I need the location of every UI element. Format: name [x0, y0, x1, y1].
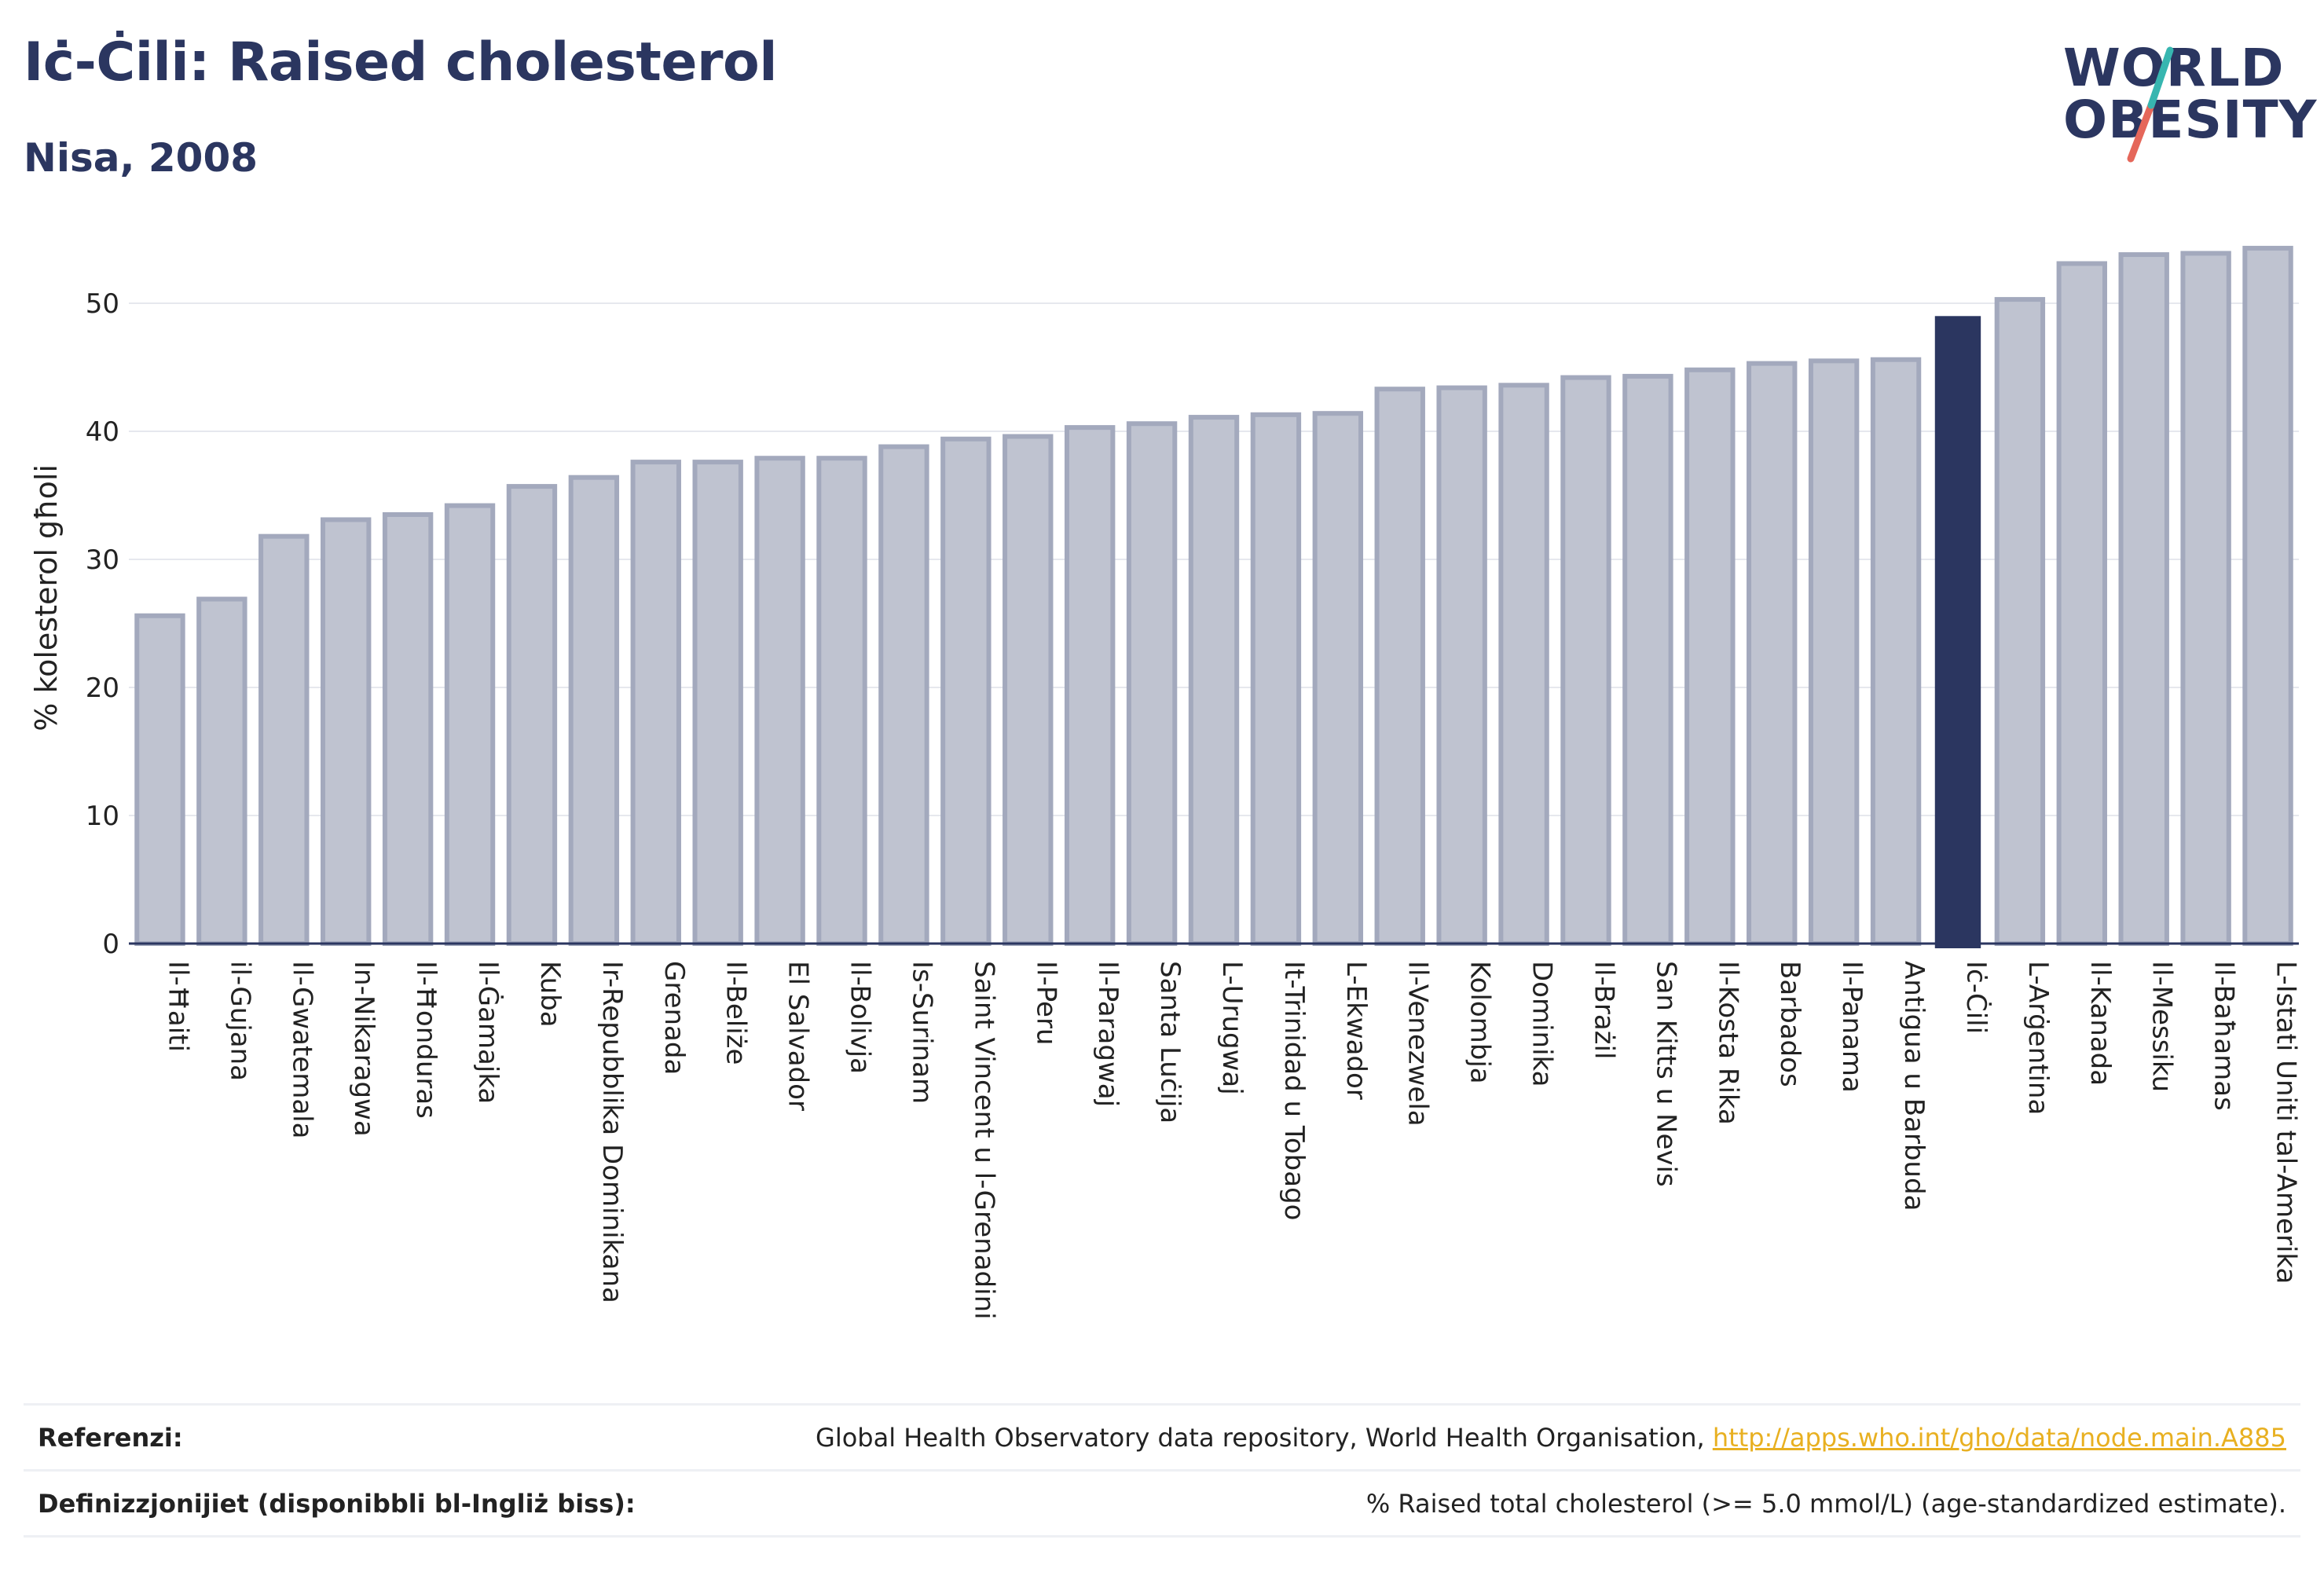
- definitions-label: Definizzjonijiet (disponibbli bl-Ingliż …: [38, 1489, 636, 1519]
- bar: [196, 596, 247, 947]
- y-tick-label: 0: [102, 929, 119, 960]
- y-tick-label: 40: [86, 416, 119, 448]
- bar: [630, 460, 681, 946]
- bar: [506, 484, 558, 946]
- references-link[interactable]: http://apps.who.int/gho/data/node.main.A…: [1712, 1423, 2286, 1453]
- bar: [1747, 361, 1798, 947]
- y-tick-label: 10: [86, 801, 119, 832]
- bar: [1250, 412, 1302, 946]
- bar: [1934, 316, 1981, 948]
- references-label: Referenzi:: [38, 1423, 183, 1453]
- x-tick-label: Iċ-Ċili: [1960, 961, 1992, 1034]
- x-tick-label: Il-Baħamas: [2209, 961, 2240, 1111]
- footer-divider: [24, 1535, 2300, 1538]
- bar: [568, 475, 620, 946]
- bar: [2180, 251, 2231, 947]
- x-tick-label: Il-Messiku: [2146, 961, 2178, 1092]
- bar: [1870, 357, 1922, 947]
- x-tick-label: Il-Panama: [1836, 961, 1868, 1093]
- bar: [1312, 411, 1364, 946]
- bar: [2242, 245, 2293, 947]
- x-tick-label: San Kitts u Nevis: [1650, 961, 1681, 1187]
- x-tick-label: Il-Ġamajka: [472, 961, 504, 1104]
- x-tick-label: Il-Bolivja: [845, 961, 876, 1074]
- logo-text-line2: OBESITY: [2063, 90, 2318, 150]
- x-tick-label: Il-Kosta Rika: [1712, 961, 1743, 1125]
- definitions-value: % Raised total cholesterol (>= 5.0 mmol/…: [1365, 1489, 2286, 1519]
- x-tick-label: Is-Surinam: [906, 961, 937, 1104]
- bar-chart: 0 10 20 30 40 50 % kolesterol għoli Il-Ħaiti il-…: [29, 245, 2302, 1320]
- bar: [2118, 252, 2169, 946]
- x-tick-label: Il-Ħonduras: [410, 961, 442, 1119]
- x-tick-label: Ir-Repubblika Dominikana: [596, 961, 628, 1303]
- bar: [134, 613, 185, 946]
- x-tick-label: Il-Venezwela: [1402, 961, 1434, 1127]
- x-tick-label: Il-Paragwaj: [1092, 961, 1124, 1107]
- bar: [1560, 375, 1611, 947]
- y-tick-label: 50: [86, 288, 119, 320]
- x-tick-label: L-Arġentina: [2022, 961, 2054, 1115]
- x-tick-label: L-Ekwador: [1340, 961, 1372, 1100]
- bar: [1498, 383, 1549, 946]
- bar: [1126, 421, 1178, 947]
- bar: [1622, 373, 1673, 947]
- x-tick-label: Kuba: [534, 961, 566, 1028]
- x-tick-label: Kolombja: [1464, 961, 1496, 1084]
- x-tick-label: Il-Brażil: [1588, 961, 1619, 1059]
- bar: [878, 444, 929, 946]
- x-tick-label: L-Urugwaj: [1216, 961, 1248, 1095]
- bar: [1188, 415, 1240, 946]
- bar: [1374, 387, 1425, 946]
- bar: [940, 436, 992, 946]
- y-axis-label: % kolesterol għoli: [29, 464, 64, 731]
- bar: [1003, 434, 1054, 946]
- x-tick-label: Saint Vincent u l-Grenadini: [968, 961, 999, 1320]
- bar: [321, 517, 372, 947]
- x-tick-label: Santa Luċija: [1154, 961, 1186, 1123]
- x-tick-label: Il-Peru: [1030, 961, 1061, 1045]
- bar: [258, 533, 310, 947]
- y-tick-label: 20: [86, 673, 119, 704]
- x-tick-label: In-Nikaragwa: [348, 961, 379, 1137]
- x-tick-label: Il-Beliże: [720, 961, 752, 1065]
- x-tick-label: Il-Gwatemala: [286, 961, 317, 1138]
- x-tick-label: Il-Ħaiti: [162, 961, 193, 1052]
- page-subtitle: Nisa, 2008: [24, 135, 258, 181]
- bar: [444, 503, 496, 947]
- x-tick-label: Grenada: [658, 961, 690, 1075]
- bar: [2056, 261, 2107, 947]
- references-value: Global Health Observatory data repositor…: [816, 1423, 2300, 1453]
- bar: [1436, 385, 1487, 946]
- bar: [1994, 297, 2046, 947]
- bar: [1684, 367, 1736, 946]
- x-tick-label: Dominika: [1527, 961, 1558, 1087]
- x-tick-label: Antigua u Barbuda: [1898, 961, 1930, 1211]
- x-tick-label: El Salvador: [783, 961, 814, 1111]
- page-title: Iċ-Ċili: Raised cholesterol: [24, 31, 778, 93]
- logo-slash-icon: [2127, 46, 2174, 163]
- references-text: Global Health Observatory data repositor…: [816, 1423, 1713, 1453]
- x-tick-label: It-Trinidad u Tobago: [1278, 961, 1310, 1220]
- references-row: Referenzi: Global Health Observatory dat…: [24, 1403, 2300, 1470]
- bar: [1808, 358, 1860, 947]
- x-tick-label: L-Istati Uniti tal-Amerika: [2271, 961, 2302, 1284]
- x-tick-label: il-Gujana: [224, 961, 255, 1081]
- x-tick-label: Il-Kanada: [2084, 961, 2116, 1086]
- bar: [754, 456, 805, 947]
- bar: [816, 456, 867, 947]
- definitions-row: Definizzjonijiet (disponibbli bl-Ingliż …: [24, 1469, 2300, 1536]
- bar: [1064, 425, 1116, 946]
- world-obesity-logo[interactable]: WORLD OBESITY: [2051, 38, 2316, 171]
- bar: [692, 460, 743, 946]
- logo-text-line1: WORLD: [2063, 38, 2285, 98]
- y-tick-label: 30: [86, 544, 119, 576]
- bar: [382, 511, 434, 946]
- x-tick-label: Barbados: [1774, 961, 1805, 1087]
